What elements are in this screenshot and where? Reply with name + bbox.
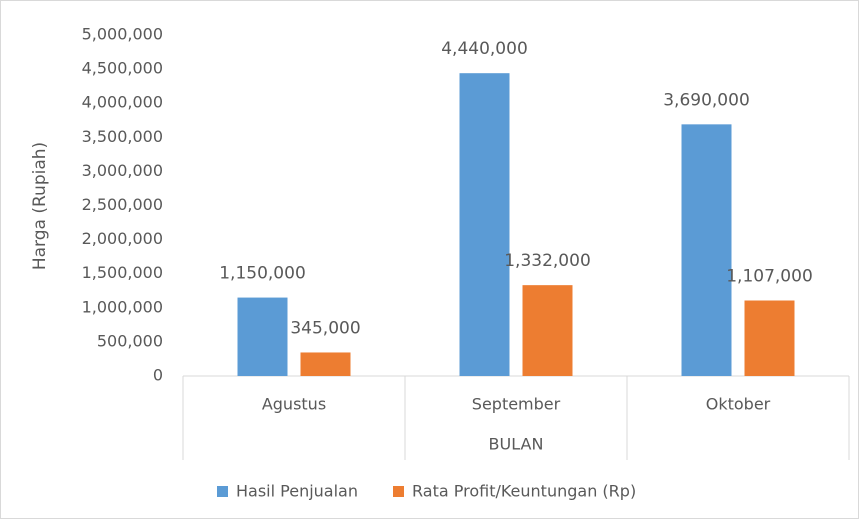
- y-tick-label: 4,500,000: [82, 59, 163, 78]
- y-tick-label: 1,500,000: [82, 263, 163, 282]
- y-tick-label: 4,000,000: [82, 93, 163, 112]
- y-tick-label: 500,000: [97, 331, 163, 350]
- data-label: 3,690,000: [663, 90, 750, 110]
- x-tick-label: September: [472, 395, 561, 414]
- y-tick-label: 0: [153, 366, 163, 385]
- legend-label: Hasil Penjualan: [236, 482, 358, 501]
- data-label: 4,440,000: [441, 39, 528, 59]
- y-tick-label: 2,000,000: [82, 229, 163, 248]
- y-tick-label: 3,000,000: [82, 161, 163, 180]
- y-axis-title: Harga (Rupiah): [30, 142, 50, 270]
- bar: [300, 352, 351, 376]
- bar: [681, 124, 732, 376]
- x-tick-label: Agustus: [262, 395, 326, 414]
- data-label: 1,150,000: [219, 264, 306, 284]
- y-tick-label: 5,000,000: [82, 25, 163, 44]
- data-label: 1,107,000: [726, 267, 813, 287]
- x-axis-title: BULAN: [489, 435, 544, 454]
- legend-swatch: [393, 486, 404, 497]
- legend-swatch: [217, 486, 228, 497]
- x-tick-label: Oktober: [706, 395, 771, 414]
- legend-label: Rata Profit/Keuntungan (Rp): [412, 482, 636, 501]
- data-label: 1,332,000: [504, 251, 591, 271]
- y-tick-label: 2,500,000: [82, 195, 163, 214]
- y-tick-label: 1,000,000: [82, 297, 163, 316]
- bar: [744, 300, 795, 376]
- data-label: 345,000: [290, 318, 360, 338]
- bar: [459, 73, 510, 376]
- bar: [237, 297, 288, 376]
- bar: [522, 285, 573, 376]
- y-tick-label: 3,500,000: [82, 127, 163, 146]
